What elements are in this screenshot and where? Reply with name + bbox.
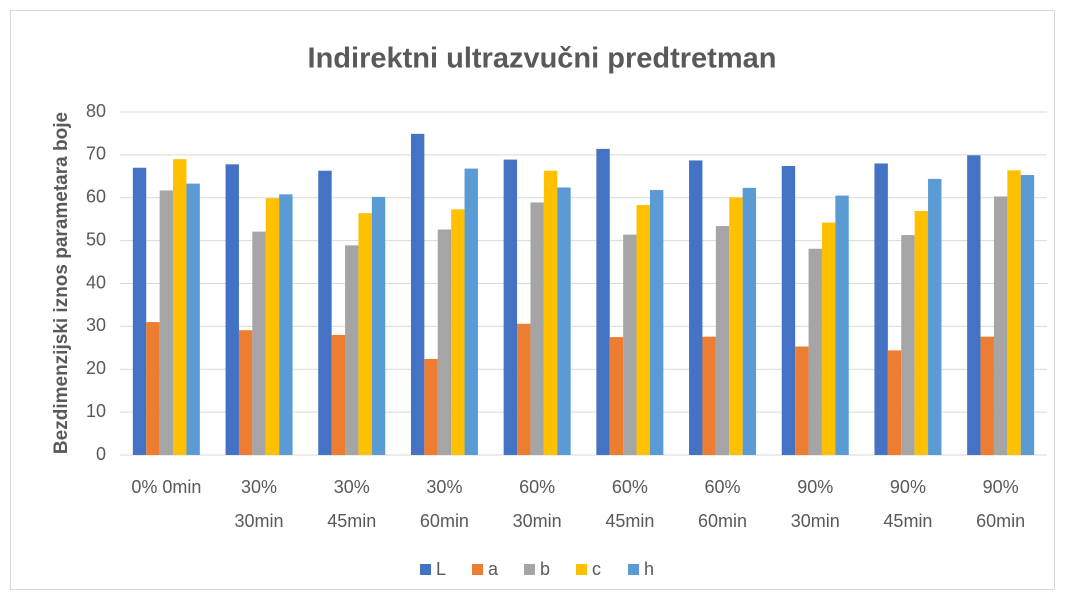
y-tick-label: 0: [96, 444, 106, 464]
bar: [410, 133, 425, 455]
y-tick-label: 10: [86, 401, 106, 421]
x-tick-label: 30% 30min: [234, 477, 284, 531]
bar: [715, 226, 730, 455]
bar: [993, 196, 1008, 455]
bar: [887, 350, 902, 455]
bar: [252, 231, 266, 455]
bar: [265, 198, 280, 455]
x-tick-label: 90% 60min: [976, 477, 1026, 531]
bar: [967, 155, 981, 455]
bar: [146, 322, 160, 455]
bar: [928, 178, 942, 455]
bar: [742, 187, 757, 456]
legend-swatch: [576, 564, 587, 575]
bar: [186, 183, 200, 455]
bar: [1007, 170, 1021, 455]
y-tick-label: 30: [86, 315, 106, 335]
bar: [371, 196, 386, 455]
y-axis-label: Bezdimenzijski iznos parametara boje: [51, 112, 72, 454]
y-tick-label: 20: [86, 358, 106, 378]
legend-swatch: [628, 564, 639, 575]
bar: [451, 209, 465, 455]
legend-swatch: [420, 564, 431, 575]
legend-label: a: [488, 559, 499, 579]
x-tick-label: 60% 30min: [512, 477, 562, 531]
bar: [689, 160, 703, 456]
bar: [238, 330, 253, 455]
bar: [808, 248, 822, 455]
bar: [424, 358, 438, 455]
y-tick-label: 80: [86, 101, 106, 121]
y-tick-label: 40: [86, 272, 106, 292]
bar: [821, 222, 836, 455]
bar: [279, 194, 293, 455]
bar: [795, 346, 809, 455]
bar: [173, 159, 187, 455]
bar: [159, 190, 174, 455]
bar: [503, 159, 518, 455]
bar: [874, 163, 888, 455]
bar: [901, 235, 915, 455]
x-tick-label: 60% 60min: [698, 477, 748, 531]
legend-label: h: [644, 559, 654, 579]
bar: [649, 190, 664, 455]
bar: [596, 148, 610, 455]
x-tick-label: 60% 45min: [605, 477, 655, 531]
bar: [729, 197, 743, 456]
bar: [1020, 175, 1035, 455]
bar: [557, 187, 571, 455]
bar: [835, 195, 849, 455]
bar: [132, 167, 147, 456]
bar: [636, 205, 650, 455]
y-tick-label: 70: [86, 144, 106, 164]
bar: [464, 168, 478, 455]
bar: [702, 336, 716, 455]
y-tick-label: 50: [86, 229, 106, 249]
legend-swatch: [524, 564, 535, 575]
bar: [331, 334, 346, 455]
x-tick-label: 0% 0min: [131, 477, 202, 497]
bar: [609, 337, 624, 455]
legend-label: c: [592, 559, 601, 579]
legend-swatch: [472, 564, 483, 575]
legend-label: L: [436, 559, 446, 579]
bar: [437, 229, 452, 455]
x-tick-label: 30% 60min: [419, 477, 469, 531]
bar: [781, 166, 796, 455]
bar: [914, 211, 929, 455]
x-tick-label: 30% 45min: [327, 477, 377, 531]
bar: [530, 202, 544, 455]
bar: [543, 170, 558, 455]
bar: [623, 234, 637, 455]
bar: [358, 213, 372, 455]
x-tick-label: 90% 30min: [790, 477, 840, 531]
bar: [345, 245, 359, 455]
chart-title: Indirektni ultrazvučni predtretman: [308, 43, 777, 75]
bar: [517, 323, 531, 455]
bar: [225, 164, 239, 455]
bar: [318, 170, 332, 455]
x-tick-label: 90% 45min: [883, 477, 933, 531]
y-tick-label: 60: [86, 187, 106, 207]
bar: [980, 336, 994, 455]
legend-label: b: [540, 559, 550, 579]
